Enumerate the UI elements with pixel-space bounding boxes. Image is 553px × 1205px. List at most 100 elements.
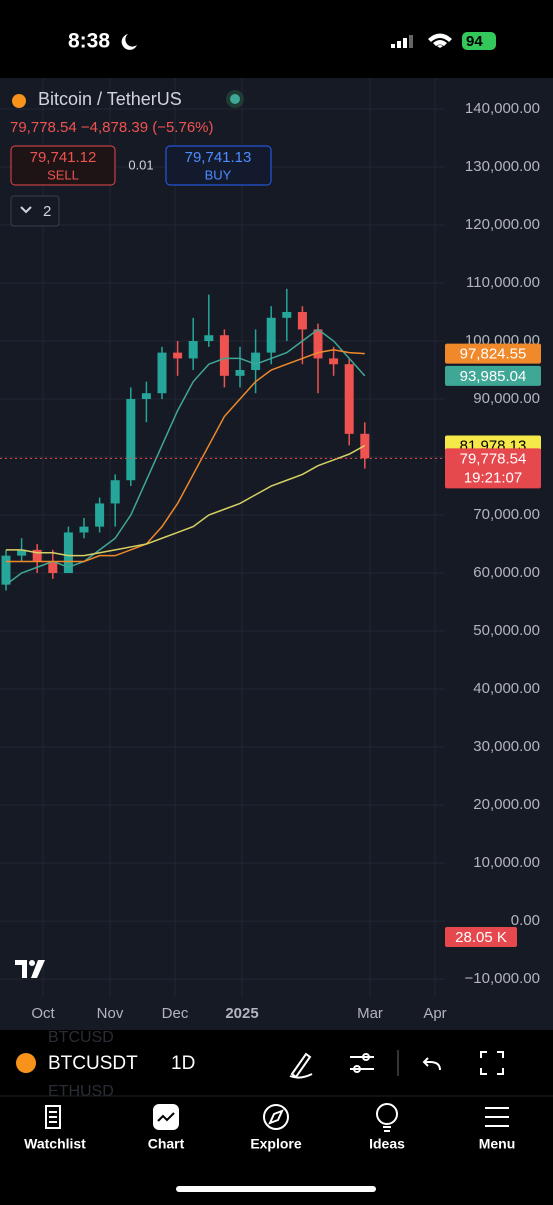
y-tick-label: 30,000.00	[473, 738, 540, 755]
chart-icon-line	[157, 1112, 175, 1122]
price-tag-label: 93,985.04	[460, 368, 527, 385]
x-tick-label: Dec	[162, 1005, 189, 1022]
candle-body	[188, 341, 198, 359]
price-tag-label: 97,824.55	[460, 346, 527, 363]
candle-body	[110, 480, 120, 504]
ideas-icon	[376, 1103, 398, 1125]
toolbar-symbol[interactable]: BTCUSDT	[48, 1053, 138, 1074]
battery-level: 94	[466, 33, 483, 50]
draw-icon[interactable]	[289, 1052, 313, 1079]
tv-logo	[15, 960, 45, 978]
spread: 0.01	[128, 157, 153, 172]
moving-average	[6, 444, 366, 557]
volume-tag-label: 28.05 K	[455, 929, 507, 946]
x-tick-label: Apr	[423, 1005, 446, 1022]
candle-body	[344, 364, 354, 434]
price-tag-label: 79,778.54	[460, 450, 527, 467]
ghost-symbol: BTCUSD	[48, 1029, 114, 1046]
tab-label[interactable]: Ideas	[369, 1136, 405, 1152]
y-tick-label: 0.00	[511, 912, 540, 929]
chart-icon	[153, 1104, 179, 1130]
x-tick-label: Oct	[31, 1005, 55, 1022]
indicators-count: 2	[43, 203, 51, 220]
toolbar-icons	[289, 1050, 504, 1079]
y-tick-label: 20,000.00	[473, 796, 540, 813]
y-tick-label: 10,000.00	[473, 854, 540, 871]
buy-button[interactable]	[165, 145, 272, 186]
coin-icon	[16, 1053, 36, 1073]
buy-label: BUY	[205, 167, 232, 182]
y-tick-label: 130,000.00	[465, 158, 540, 175]
chevron	[20, 206, 32, 214]
knob	[362, 1053, 370, 1061]
sell-button[interactable]	[10, 145, 116, 186]
candle-body	[266, 317, 276, 353]
y-tick-label: 70,000.00	[473, 506, 540, 523]
candle-body	[63, 532, 73, 574]
time: 8:38	[68, 30, 110, 53]
candle-body	[313, 329, 323, 359]
signal-icon	[391, 35, 413, 48]
undo-icon[interactable]	[422, 1057, 441, 1071]
home-indicator	[176, 1186, 376, 1192]
fullscreen-icon[interactable]	[480, 1051, 504, 1075]
moving-average	[6, 348, 365, 563]
candle-body	[235, 370, 245, 376]
candle-body	[141, 393, 151, 400]
tab-label[interactable]: Explore	[250, 1136, 302, 1152]
candle-body	[173, 352, 183, 359]
x-tick-label: Mar	[357, 1005, 383, 1022]
coin-icon	[12, 94, 26, 108]
candle-body	[297, 312, 307, 330]
candle-body	[219, 335, 229, 376]
battery	[462, 32, 496, 50]
y-tick-label: 90,000.00	[473, 390, 540, 407]
sell-price: 79,741.12	[30, 149, 97, 166]
tab-label[interactable]: Watchlist	[24, 1136, 86, 1152]
buy-price: 79,741.13	[185, 149, 252, 166]
toolbar	[0, 1030, 553, 1096]
market-dot	[230, 94, 240, 104]
candle-body	[251, 352, 261, 371]
price-tag	[445, 448, 541, 489]
candle-body	[17, 549, 27, 556]
candle-body	[48, 561, 58, 574]
y-tick-label: 110,000.00	[466, 274, 540, 291]
interval[interactable]: 1D	[171, 1053, 195, 1074]
moon-icon	[121, 34, 137, 50]
y-tick-label: 40,000.00	[473, 680, 540, 697]
watchlist-icon	[45, 1105, 61, 1129]
candle-body	[126, 399, 136, 481]
tab-label[interactable]: Chart	[148, 1136, 185, 1152]
menu-icon	[485, 1107, 509, 1127]
volume-tag	[445, 927, 517, 947]
explore-icon	[263, 1104, 289, 1130]
indicators-toggle[interactable]	[10, 195, 60, 227]
price-line: 79,778.54 −4,878.39 (−5.76%)	[10, 119, 214, 136]
candle-body	[204, 335, 214, 342]
y-tick-label: 140,000.00	[465, 100, 540, 117]
status-bar	[0, 0, 553, 78]
tab-icons	[45, 1103, 509, 1132]
candle-body	[329, 358, 339, 365]
candle-body	[95, 503, 105, 527]
plot	[0, 78, 445, 997]
candle-body	[32, 549, 42, 562]
x-tick-label: Nov	[97, 1005, 124, 1022]
candle-body	[79, 526, 89, 533]
candle-body	[282, 312, 292, 318]
y-tick-label: 60,000.00	[473, 564, 540, 581]
price-tag	[445, 365, 541, 386]
x-tick-label: 2025	[225, 1005, 258, 1022]
symbol-title: Bitcoin / TetherUS	[38, 89, 182, 109]
y-tick-label: −10,000.00	[465, 970, 541, 987]
knob	[353, 1065, 361, 1073]
price-tag	[445, 343, 541, 364]
compass	[268, 1109, 284, 1125]
wifi-icon	[428, 33, 452, 48]
candle-body	[1, 555, 11, 585]
tab-label[interactable]: Menu	[479, 1136, 516, 1152]
sell-label: SELL	[47, 167, 79, 182]
